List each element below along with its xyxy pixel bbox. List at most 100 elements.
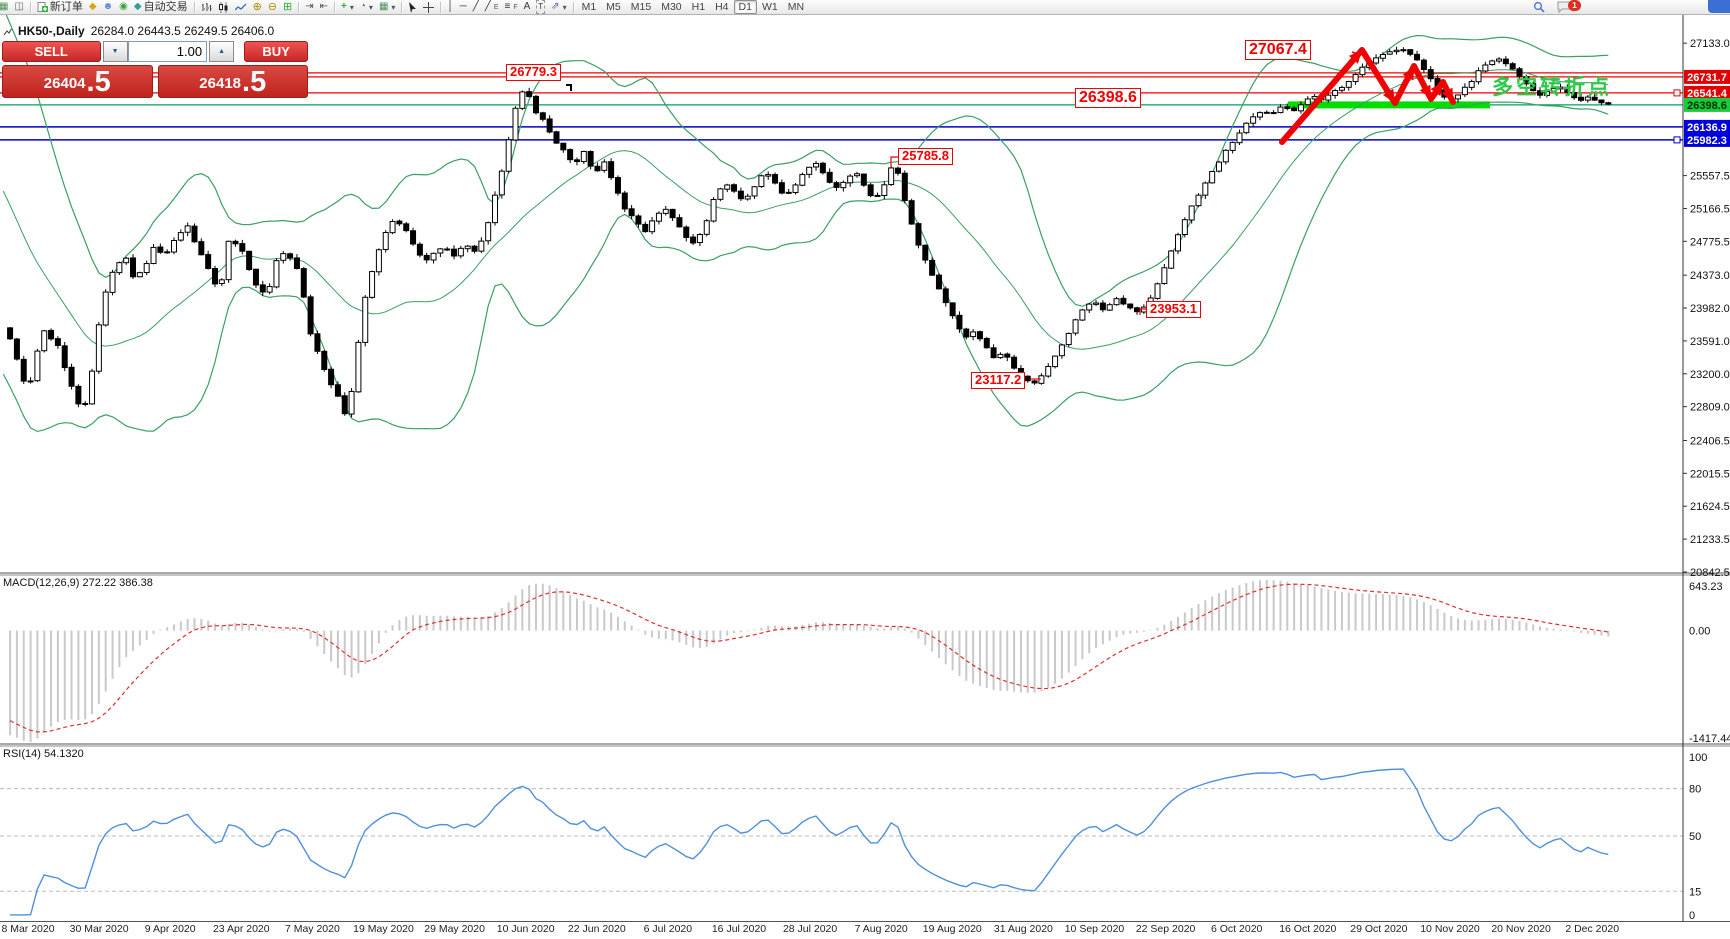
buy-price-pip: .5 [242, 66, 267, 98]
cursor-icon [409, 1, 417, 13]
tf-m5-button[interactable]: M5 [606, 1, 621, 13]
volume-increase-button[interactable]: ▲ [209, 41, 235, 62]
svg-text:50: 50 [1689, 831, 1701, 843]
clock-icon: ◔ [359, 1, 366, 12]
history-icon: ◆ [88, 1, 97, 12]
period-button[interactable]: ◔ ▾ [357, 1, 376, 14]
tf-m30-button[interactable]: M30 [661, 1, 682, 13]
template-icon: ▦ [378, 1, 389, 12]
channel-tool-button[interactable]: ╱ E [482, 1, 502, 14]
new-order-button[interactable]: 新订单 [34, 1, 86, 14]
autotrade-button[interactable]: ◆ 自动交易 [131, 1, 191, 14]
autotrade-label: 自动交易 [143, 0, 188, 13]
tf-d1-button[interactable]: D1 [733, 0, 757, 14]
svg-text:80: 80 [1689, 784, 1701, 796]
signal-button[interactable]: ◉ [116, 1, 131, 14]
svg-text:24775.5: 24775.5 [1690, 236, 1730, 248]
auto-scroll-button[interactable]: ⇥ [302, 1, 316, 14]
tf-m1-button[interactable]: M1 [581, 1, 597, 13]
svg-text:10 Jun 2020: 10 Jun 2020 [497, 923, 555, 935]
label-tool-icon: T [536, 0, 546, 14]
signal-icon: ◉ [119, 1, 128, 12]
arrows-tool-icon: ⇗ [551, 1, 560, 12]
svg-text:19 May 2020: 19 May 2020 [353, 923, 414, 935]
sell-price-button[interactable]: 26404 .5 [2, 65, 153, 98]
svg-text:10 Nov 2020: 10 Nov 2020 [1420, 923, 1480, 935]
bar-chart-button[interactable] [198, 1, 215, 14]
svg-text:26541.4: 26541.4 [1687, 88, 1728, 100]
tf-m15-button[interactable]: M15 [630, 1, 652, 13]
contacts-button[interactable]: ☻ [100, 1, 117, 14]
separator [29, 1, 31, 13]
arrows-tool-button[interactable]: ⇗ ▾ [548, 1, 569, 14]
candlestick-chart-icon [218, 1, 228, 13]
label-tool-button[interactable]: T [533, 0, 548, 14]
svg-text:26136.9: 26136.9 [1687, 122, 1727, 134]
svg-text:16 Oct 2020: 16 Oct 2020 [1279, 923, 1336, 935]
sell-button[interactable]: SELL [2, 41, 101, 62]
svg-text:0.00: 0.00 [1689, 626, 1710, 638]
dropdown-arrow-icon: ▾ [368, 2, 373, 12]
search-button[interactable] [1530, 1, 1548, 14]
svg-text:7 May 2020: 7 May 2020 [285, 923, 340, 935]
svg-text:6 Jul 2020: 6 Jul 2020 [644, 923, 693, 935]
buy-price-main: 26418 [199, 75, 242, 92]
separator [440, 1, 442, 13]
separator [298, 1, 300, 13]
text-tool-button[interactable]: A [521, 1, 534, 14]
crosshair-tool-button[interactable] [420, 1, 437, 14]
separator [401, 1, 403, 13]
buy-button[interactable]: BUY [244, 41, 309, 62]
history-center-button[interactable]: ◆ [86, 1, 100, 14]
svg-text:30 Mar 2020: 30 Mar 2020 [70, 923, 129, 935]
price-label: 23953.1 [1146, 301, 1201, 318]
line-chart-button[interactable] [232, 1, 250, 14]
fibonacci-tool-button[interactable]: ≡ F [501, 1, 520, 14]
app-corner-widget[interactable] [1708, 0, 1730, 13]
svg-text:2 Dec 2020: 2 Dec 2020 [1565, 923, 1619, 935]
separator [334, 1, 336, 13]
bar-chart-icon [201, 2, 212, 11]
zoom-out-button[interactable]: ⊖ [265, 1, 280, 14]
template-button[interactable]: ▦ ▾ [376, 1, 398, 14]
tile-windows-button[interactable]: ⊞ [280, 1, 295, 14]
contacts-icon: ☻ [102, 1, 114, 12]
svg-text:22809.0: 22809.0 [1690, 402, 1730, 414]
trendline-tool-button[interactable]: ╱ [470, 1, 482, 14]
add-indicator-icon: + [341, 1, 347, 12]
svg-text:22406.5: 22406.5 [1690, 435, 1730, 447]
cursor-tool-button[interactable] [405, 1, 420, 14]
hline-tool-button[interactable]: ─ [457, 1, 470, 14]
svg-text:24373.0: 24373.0 [1690, 270, 1730, 282]
tf-w1-button[interactable]: W1 [761, 1, 778, 13]
chart-shift-icon: ⇤ [319, 1, 329, 12]
svg-text:22 Jun 2020: 22 Jun 2020 [568, 923, 626, 935]
add-indicator-button[interactable]: + ▾ [338, 1, 357, 14]
new-chart-button[interactable]: ▦ [0, 1, 11, 14]
candlestick-chart-button[interactable] [215, 1, 232, 14]
tf-h1-button[interactable]: H1 [691, 1, 706, 13]
hline-icon: ─ [459, 1, 467, 12]
svg-text:27133.0: 27133.0 [1690, 38, 1730, 50]
svg-text:25166.5: 25166.5 [1690, 203, 1730, 215]
volume-input[interactable]: 1.00 [127, 41, 208, 62]
chart-shift-button[interactable]: ⇤ [317, 1, 331, 14]
trendline-icon: ╱ [472, 1, 479, 12]
svg-text:26731.7: 26731.7 [1687, 72, 1727, 84]
tf-h4-button[interactable]: H4 [715, 1, 729, 13]
volume-decrease-button[interactable]: ▼ [102, 41, 128, 62]
notifications-button[interactable]: 1 [1554, 0, 1581, 14]
zoom-out-icon: ⊖ [267, 1, 278, 13]
profiles-button[interactable]: ◫ [11, 1, 26, 14]
vline-tool-button[interactable]: │ [444, 1, 456, 14]
buy-price-button[interactable]: 26418 .5 [157, 65, 308, 98]
svg-text:22 Sep 2020: 22 Sep 2020 [1136, 923, 1196, 935]
zoom-in-button[interactable]: ⊕ [250, 1, 265, 14]
symbol-name: HK50-,Daily [18, 24, 85, 38]
tf-mn-button[interactable]: MN [787, 1, 805, 13]
svg-text:23200.0: 23200.0 [1690, 369, 1730, 381]
separator [193, 1, 195, 13]
svg-text:29 May 2020: 29 May 2020 [424, 923, 485, 935]
